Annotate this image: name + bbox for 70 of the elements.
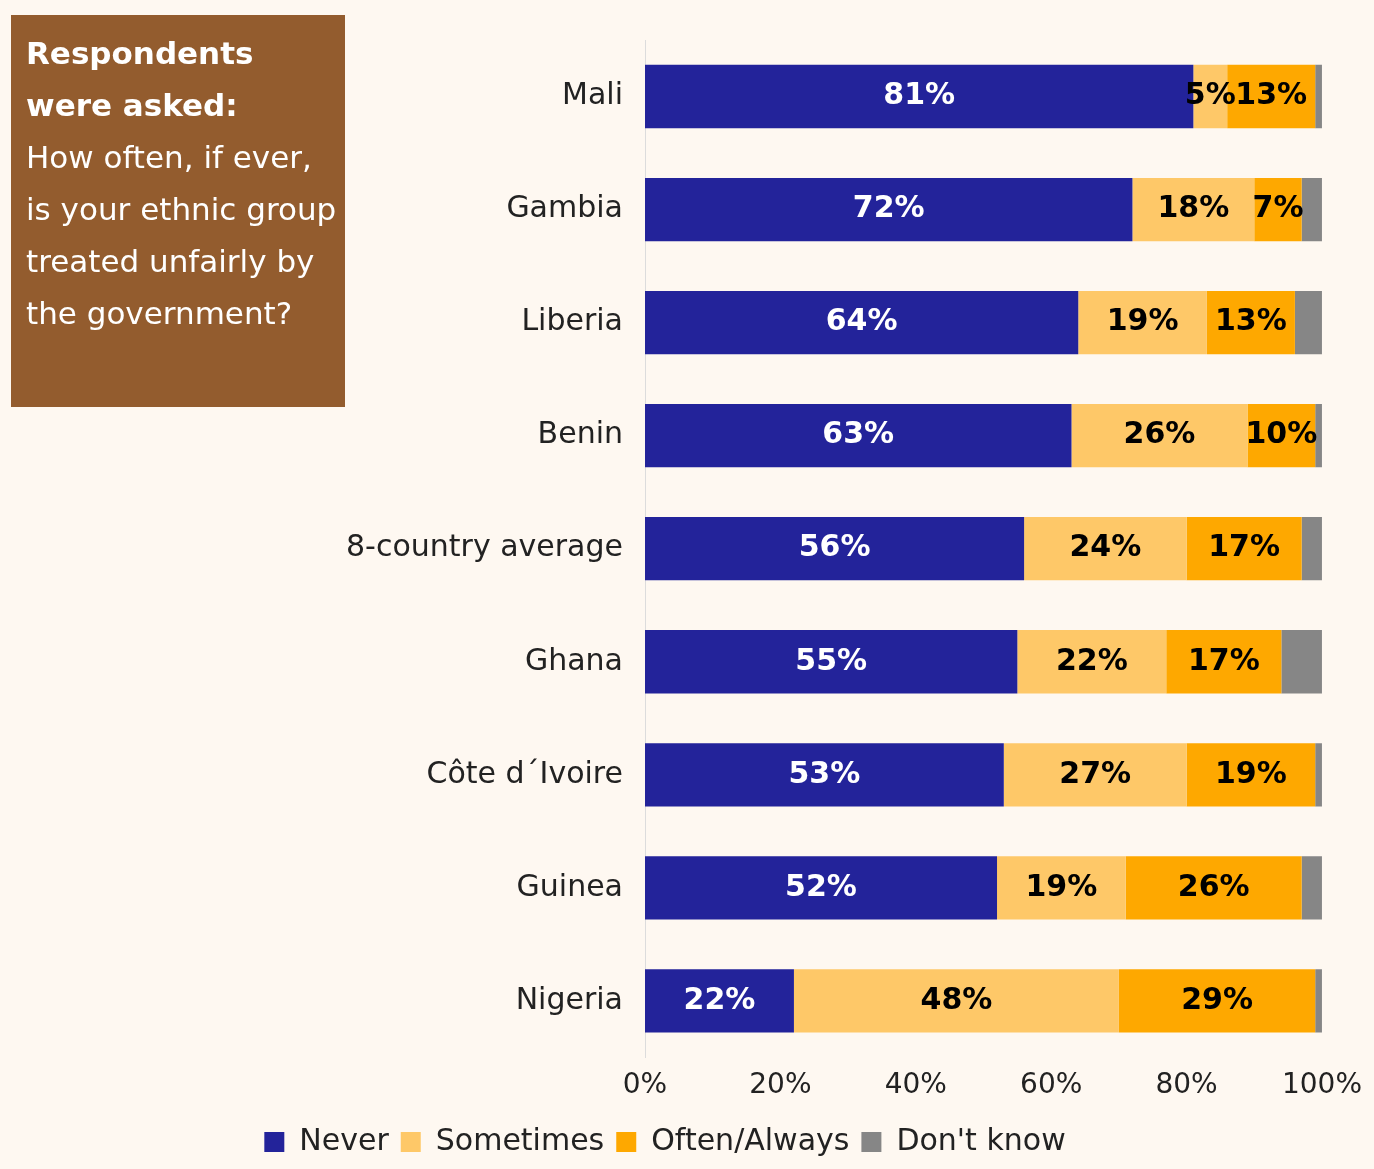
y-tick-label: Liberia (521, 302, 623, 338)
data-label: 52% (785, 867, 857, 903)
text: Respondents were asked: (26, 34, 255, 125)
data-label: 13% (1235, 76, 1308, 112)
y-tick-label: 8-country average (346, 528, 623, 564)
y-tick-label: Mali (562, 76, 623, 112)
data-label: 19% (1214, 754, 1287, 790)
bar (1017, 630, 1167, 694)
x-tick-label: 80% (1155, 1067, 1218, 1101)
data-label: 53% (788, 754, 861, 790)
bar (997, 856, 1126, 920)
bar (645, 290, 1079, 355)
bar (1281, 630, 1322, 694)
bar (1315, 969, 1322, 1033)
data-label: 55% (795, 641, 868, 677)
data-label: 72% (852, 189, 925, 225)
data-label: 19% (1025, 867, 1098, 903)
data-label: 63% (822, 415, 895, 451)
y-tick-label: Côte d´Ivoire (426, 754, 623, 790)
y-tick-label: Guinea (516, 867, 623, 903)
x-tick-label: 60% (1020, 1067, 1083, 1101)
x-tick-label: 0% (622, 1067, 668, 1101)
bar (645, 630, 1018, 694)
bar (1301, 517, 1322, 581)
data-label: 22% (683, 980, 756, 1016)
data-label: 29% (1181, 980, 1253, 1016)
data-label: 13% (1214, 302, 1287, 338)
data-label: 17% (1187, 641, 1260, 677)
data-label: 18% (1157, 189, 1230, 225)
data-label: 27% (1059, 754, 1132, 790)
legend-label: Sometimes (435, 1121, 605, 1157)
data-label: 26% (1177, 867, 1250, 903)
legend-label: Don't know (896, 1121, 1066, 1157)
bar (1118, 969, 1316, 1033)
bar (645, 969, 794, 1033)
legend-label: Often/Always (651, 1121, 850, 1157)
x-tick-label: 20% (749, 1067, 812, 1101)
data-label: 24% (1069, 528, 1142, 564)
bar (1301, 856, 1322, 920)
y-tick-label: Nigeria (515, 980, 623, 1016)
bar (645, 404, 1072, 468)
data-label: 17% (1208, 528, 1281, 564)
legend-label: Never (299, 1121, 390, 1157)
text: How often, if ever, is your ethnic group treated unfairly by the government? (26, 139, 337, 331)
x-tick-label: 100% (1281, 1067, 1363, 1101)
data-label: 22% (1055, 641, 1128, 677)
bar (1024, 517, 1187, 581)
data-label: 56% (798, 528, 871, 564)
bar (1125, 856, 1302, 920)
y-tick-label: Ghana (524, 641, 623, 677)
data-label: 10% (1245, 415, 1318, 451)
bar (1301, 177, 1322, 242)
bar (1003, 743, 1187, 807)
data-label: 48% (920, 980, 993, 1016)
bar (793, 969, 1119, 1033)
bar (1294, 290, 1322, 355)
bar (1071, 404, 1248, 468)
data-label: 19% (1106, 302, 1179, 338)
y-tick-label: Benin (537, 415, 623, 451)
bar (645, 177, 1133, 242)
data-label: 81% (883, 76, 956, 112)
data-label: 26% (1123, 415, 1196, 451)
y-tick-label: Gambia (506, 189, 623, 225)
bar (1078, 290, 1207, 355)
bar (645, 856, 998, 920)
bar (645, 517, 1025, 581)
bar (645, 743, 1004, 807)
data-label: 64% (825, 302, 898, 338)
data-label: 7% (1252, 189, 1304, 225)
x-tick-label: 40% (884, 1067, 947, 1101)
